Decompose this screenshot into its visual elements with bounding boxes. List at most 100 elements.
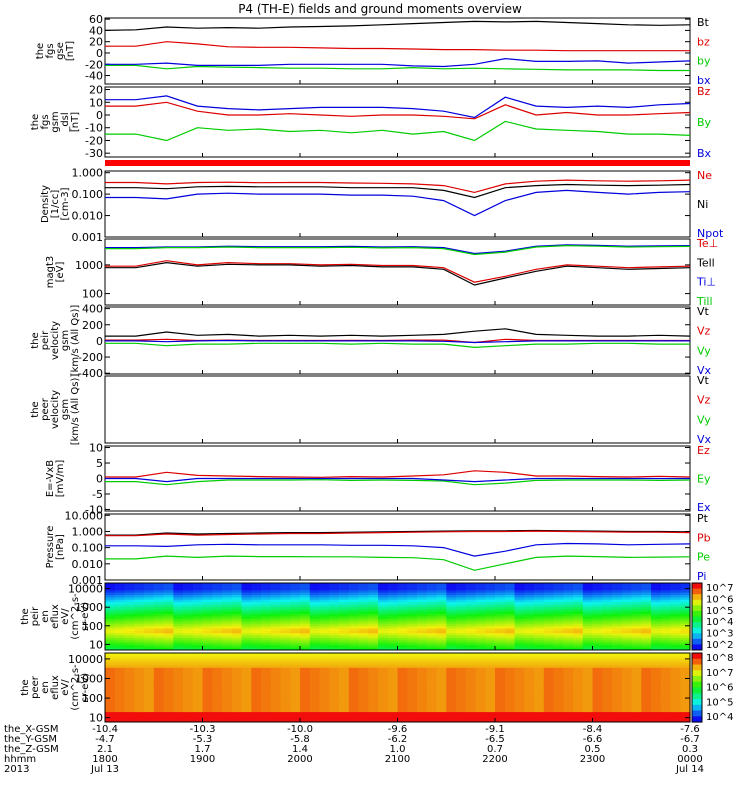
spectrogram-cell: [339, 638, 350, 641]
spectrogram-cell: [378, 704, 389, 708]
spectrogram-cell: [329, 592, 340, 596]
spectrogram-cell: [153, 623, 165, 627]
spectrogram-cell: [514, 623, 525, 627]
spectrogram-cell: [290, 667, 301, 671]
spectrogram-cell: [407, 626, 418, 629]
series-Pe-line: [105, 555, 691, 571]
spectrogram-cell: [446, 675, 457, 679]
spectrogram-cell: [358, 692, 369, 696]
spectrogram-cell: [417, 685, 428, 688]
spectrogram-cell: [202, 623, 213, 627]
spectrogram-cell: [300, 702, 311, 706]
spectrogram-cell: [495, 665, 506, 669]
spectrogram-cell: [417, 670, 428, 674]
spectrogram-cell: [163, 585, 174, 589]
spectrogram-cell: [524, 655, 535, 659]
spectrogram-cell: [534, 685, 545, 688]
spectrogram-cell: [124, 633, 135, 637]
spectrogram-cell: [261, 642, 272, 646]
spectrogram-cell: [514, 587, 525, 591]
spectrogram-cell: [163, 590, 174, 594]
spectrogram-cell: [456, 585, 467, 589]
spectrogram-cell: [134, 623, 145, 627]
spectrogram-cell: [241, 606, 252, 610]
spectrogram-cell: [397, 657, 408, 661]
spectrogram-cell: [202, 672, 213, 676]
spectrogram-cell: [651, 647, 662, 651]
spectrogram-cell: [417, 592, 428, 596]
spectrogram-cell: [114, 640, 126, 644]
spectrogram-cell: [504, 647, 516, 651]
spectrogram-cell: [641, 614, 652, 617]
spectrogram-cell: [105, 606, 116, 610]
spectrogram-cell: [475, 685, 486, 688]
spectrogram-cell: [495, 587, 506, 591]
spectrogram-cell: [339, 645, 350, 649]
spectrogram-cell: [465, 677, 477, 681]
spectrogram-cell: [183, 692, 194, 696]
spectrogram-cell: [105, 672, 116, 676]
spectrogram-cell: [368, 704, 379, 708]
spectrogram-cell: [358, 702, 369, 706]
spectrogram-cell: [163, 682, 174, 686]
spectrogram-cell: [504, 645, 516, 649]
spectrogram-cell: [231, 660, 243, 664]
spectrogram-cell: [534, 697, 545, 701]
spectrogram-cell: [436, 616, 447, 620]
spectrogram-cell: [660, 687, 672, 691]
legend-Vy: Vy: [697, 413, 711, 426]
spectrogram-cell: [241, 697, 252, 701]
series-group: [105, 244, 691, 286]
spectrogram-cell: [153, 675, 165, 679]
spectrogram-cell: [612, 699, 623, 703]
series-Bz-line: [105, 101, 691, 120]
spectrogram-cell: [368, 642, 379, 646]
spectrogram-cell: [251, 707, 262, 711]
spectrogram-cell: [261, 618, 272, 622]
spectrogram-cell: [397, 709, 408, 713]
spectrogram-cell: [485, 660, 496, 664]
spectrogram-cell: [524, 717, 535, 721]
spectrogram-cell: [495, 682, 506, 686]
spectrogram-cell: [105, 660, 116, 664]
spectrogram-cell: [602, 602, 613, 605]
spectrogram-cell: [261, 702, 272, 706]
spectrogram-cell: [241, 662, 252, 666]
spectrogram-cell: [202, 614, 213, 617]
spectrogram-cell: [144, 704, 155, 708]
spectrogram-cell: [231, 677, 243, 681]
footer-date: Jul 13: [90, 764, 119, 775]
spectrogram-cell: [417, 702, 428, 706]
spectrogram-cell: [212, 699, 223, 703]
spectrogram-cell: [514, 599, 525, 603]
spectrogram-cell: [358, 655, 369, 659]
spectrogram-cell: [358, 697, 369, 701]
spectrogram-cell: [134, 628, 145, 632]
spectrogram-cell: [387, 677, 399, 681]
spectrogram-cell: [524, 667, 535, 671]
spectrogram-cell: [153, 597, 165, 601]
spectrogram-cell: [573, 697, 584, 701]
spectrogram-cell: [270, 626, 282, 629]
colorbar-swatch: [692, 699, 702, 706]
spectrogram-cell: [446, 667, 457, 671]
spectrogram-cell: [300, 626, 311, 629]
colorbar: 10^710^610^510^410^310^2: [691, 582, 733, 651]
spectrogram-cell: [543, 585, 555, 589]
spectrogram-cell: [309, 618, 321, 622]
spectrogram-cell: [573, 604, 584, 608]
spectrogram-cell: [300, 657, 311, 661]
spectrogram-cell: [495, 709, 506, 713]
spectrogram-cell: [270, 687, 282, 691]
spectrogram-cell: [173, 697, 184, 701]
spectrogram-cell: [183, 647, 194, 651]
spectrogram-cell: [183, 609, 194, 613]
spectrogram-cell: [524, 709, 535, 713]
spectrogram-cell: [134, 626, 145, 629]
spectrogram-cell: [543, 690, 555, 693]
spectrogram-cell: [270, 618, 282, 622]
spectrogram-cell: [251, 714, 262, 718]
spectrogram-cell: [348, 692, 360, 696]
spectrogram-cell: [153, 635, 165, 639]
spectrogram-cell: [524, 653, 535, 656]
